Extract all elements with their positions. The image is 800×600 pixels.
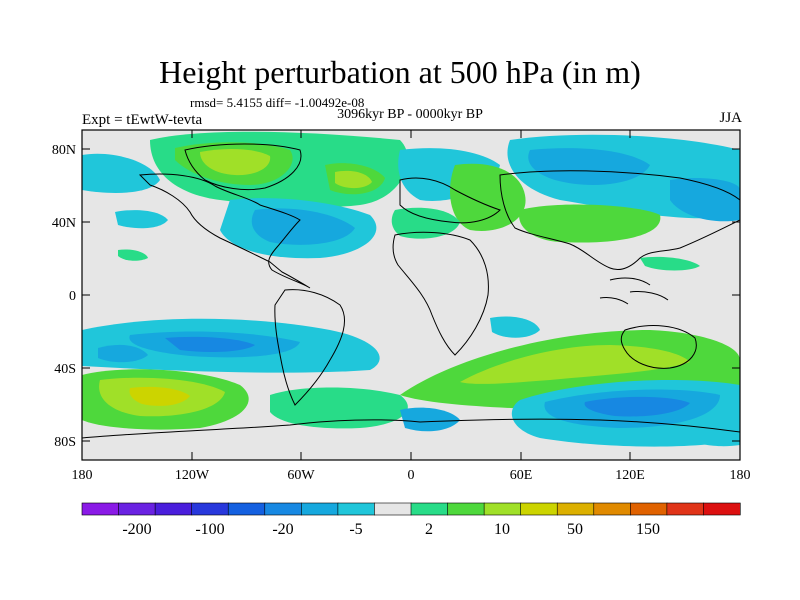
coastline-greenland — [184, 143, 302, 191]
colorbar-label: 10 — [494, 521, 510, 538]
colorbar-swatch — [520, 502, 558, 516]
coastline-australia — [620, 325, 697, 369]
lon-label: 120E — [615, 468, 645, 483]
negative-anomaly-central-pacific — [98, 344, 148, 363]
coastlines — [82, 143, 740, 439]
colorbar-swatch — [191, 502, 229, 516]
negative-anomaly-weddell-sea — [400, 407, 460, 432]
colorbar-swatch — [703, 502, 741, 516]
longitude-axis — [81, 130, 741, 460]
lat-label: 80N — [52, 143, 76, 158]
negative-anomaly-south-atlantic — [490, 316, 540, 338]
coastline-north-america — [138, 173, 311, 289]
colorbar-swatch — [666, 502, 705, 516]
colorbar — [81, 502, 741, 516]
colorbar-label: -100 — [195, 521, 224, 538]
negative-anomaly-north-america-core — [251, 208, 355, 245]
lon-label: 60E — [510, 468, 533, 483]
positive-anomaly-mediterranean — [391, 207, 460, 239]
coastline-south-america — [274, 289, 345, 406]
height-field — [82, 130, 740, 460]
colorbar-swatch — [264, 502, 302, 516]
positive-anomaly-asia-band — [519, 204, 661, 243]
lat-label: 0 — [69, 289, 76, 304]
positive-anomaly-subtropical-atlantic — [118, 249, 148, 261]
colorbar-swatch — [374, 502, 412, 516]
positive-anomaly-south-pacific-peak — [129, 386, 190, 406]
colorbar-label: -200 — [122, 521, 151, 538]
colorbar-swatch — [483, 502, 522, 516]
colorbar-swatch — [630, 502, 668, 516]
colorbar-label: -20 — [272, 521, 293, 538]
lon-label: 60W — [287, 468, 315, 483]
colorbar-swatch — [337, 502, 376, 516]
colorbar-swatch — [81, 502, 120, 516]
negative-anomaly-south-pacific-deep — [165, 336, 255, 353]
season-label: JJA — [719, 110, 742, 126]
negative-anomaly-eurasia-core — [528, 148, 650, 185]
lon-label: 120W — [175, 468, 210, 483]
coastline-europe — [399, 177, 501, 224]
colorbar-swatch — [447, 502, 485, 516]
lon-label: 180 — [72, 468, 93, 483]
stats-label: rmsd= 5.4155 diff= -1.00492e-08 — [190, 95, 365, 110]
coastline-africa — [392, 231, 489, 356]
coastline-maritime-asia — [599, 277, 669, 305]
negative-anomaly-north-pacific — [82, 153, 160, 193]
colorbar-label: 150 — [636, 521, 660, 538]
colorbar-swatch — [593, 502, 631, 516]
negative-anomaly-east-asia — [670, 178, 740, 222]
period-label: 3096kyr BP - 0000kyr BP — [337, 107, 483, 122]
negative-anomaly-ross-sea — [690, 427, 740, 447]
latitude-labels: 80N 40N 0 40S 80S — [52, 143, 76, 450]
lat-label: 40N — [52, 216, 76, 231]
positive-anomaly-southern-indian-ocean-core — [460, 345, 690, 384]
colorbar-label: 2 — [425, 521, 433, 538]
negative-anomaly-antarctic-deep — [584, 396, 690, 417]
latitude-axis — [82, 148, 740, 442]
experiment-label: Expt = tEwtW-tevta — [82, 112, 203, 128]
colorbar-label: -5 — [349, 521, 362, 538]
coastline-antarctica — [82, 418, 740, 439]
colorbar-swatch — [227, 502, 266, 516]
lon-label: 0 — [408, 468, 415, 483]
colorbar-swatch — [154, 502, 193, 516]
lon-label: 180 — [730, 468, 751, 483]
colorbar-swatch — [118, 502, 156, 516]
lat-label: 40S — [54, 362, 76, 377]
colorbar-swatch — [301, 502, 339, 516]
colorbar-swatch — [556, 502, 595, 516]
lat-label: 80S — [54, 435, 76, 450]
colorbar-label: 50 — [567, 521, 583, 538]
colorbar-labels: -200 -100 -20 -5 2 10 50 150 — [122, 521, 660, 538]
colorbar-swatch — [410, 502, 449, 516]
map-title: Height perturbation at 500 hPa (in m) — [159, 54, 641, 90]
negative-anomaly-pacific-small — [115, 210, 168, 229]
positive-anomaly-south-america-coast — [270, 387, 408, 429]
positive-anomaly-greenland-core — [200, 148, 271, 176]
positive-anomaly-arctic-core — [335, 170, 372, 189]
longitude-labels: 180 120W 60W 0 60E 120E 180 — [72, 468, 751, 483]
positive-anomaly-west-pacific — [640, 256, 700, 271]
coastline-asia — [499, 170, 740, 271]
